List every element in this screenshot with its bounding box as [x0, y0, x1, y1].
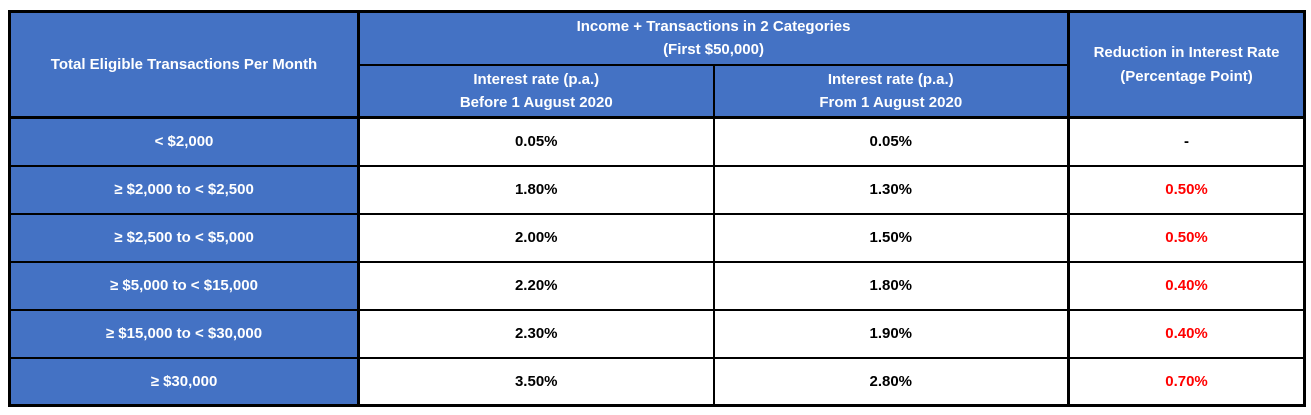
interest-rate-table: Total Eligible Transactions Per Month In…	[8, 10, 1307, 407]
reduction-header-line1: Reduction in Interest Rate	[1093, 44, 1280, 62]
tier-cell: ≥ $15,000 to < $30,000	[8, 308, 360, 359]
header-total-eligible-transactions: Total Eligible Transactions Per Month	[8, 10, 360, 119]
rate-after-cell: 2.80%	[712, 356, 1070, 407]
reduction-cell: 0.50%	[1067, 212, 1306, 263]
header-reduction-in-interest-rate: Reduction in Interest Rate (Percentage P…	[1067, 10, 1306, 119]
rate-before-cell: 0.05%	[357, 116, 715, 167]
rate-before-header-line1: Interest rate (p.a.)	[473, 70, 600, 88]
reduction-cell: 0.40%	[1067, 308, 1306, 359]
group-header-line2: (First $50,000)	[663, 41, 764, 59]
reduction-header-line2: (Percentage Point)	[1120, 67, 1253, 85]
rate-before-cell: 3.50%	[357, 356, 715, 407]
table-row: ≥ $2,000 to < $2,500 1.80% 1.30% 0.50%	[8, 164, 1306, 215]
reduction-cell: 0.70%	[1067, 356, 1306, 407]
tier-cell: ≥ $5,000 to < $15,000	[8, 260, 360, 311]
tier-cell: ≥ $30,000	[8, 356, 360, 407]
tier-cell: < $2,000	[8, 116, 360, 167]
rate-before-header-line2: Before 1 August 2020	[459, 93, 613, 111]
rate-after-header-line1: Interest rate (p.a.)	[827, 70, 954, 88]
rate-before-cell: 2.20%	[357, 260, 715, 311]
header-row-sub: Interest rate (p.a.) Before 1 August 202…	[10, 63, 1305, 119]
group-header-line1: Income + Transactions in 2 Categories	[576, 18, 851, 35]
table-row: ≥ $30,000 3.50% 2.80% 0.70%	[8, 356, 1306, 407]
rate-after-cell: 0.05%	[712, 116, 1070, 167]
table-row: ≥ $5,000 to < $15,000 2.20% 1.80% 0.40%	[8, 260, 1306, 311]
rate-before-cell: 1.80%	[357, 164, 715, 215]
rate-after-cell: 1.30%	[712, 164, 1070, 215]
rate-after-cell: 1.80%	[712, 260, 1070, 311]
tier-cell: ≥ $2,000 to < $2,500	[8, 164, 360, 215]
reduction-cell: 0.50%	[1067, 164, 1306, 215]
header-rate-after: Interest rate (p.a.) From 1 August 2020	[712, 63, 1070, 119]
rate-after-cell: 1.90%	[712, 308, 1070, 359]
rate-after-cell: 1.50%	[712, 212, 1070, 263]
rate-before-cell: 2.00%	[357, 212, 715, 263]
table-row: ≥ $2,500 to < $5,000 2.00% 1.50% 0.50%	[8, 212, 1306, 263]
header-total-eligible-transactions-label: Total Eligible Transactions Per Month	[50, 55, 318, 73]
rate-before-cell: 2.30%	[357, 308, 715, 359]
reduction-cell: 0.40%	[1067, 260, 1306, 311]
table-row: < $2,000 0.05% 0.05% -	[8, 116, 1306, 167]
header-row-group: Total Eligible Transactions Per Month In…	[8, 10, 1306, 119]
reduction-cell: -	[1067, 116, 1306, 167]
header-rate-before: Interest rate (p.a.) Before 1 August 202…	[357, 63, 715, 119]
table-row: ≥ $15,000 to < $30,000 2.30% 1.90% 0.40%	[8, 308, 1306, 359]
header-income-transactions-group: Income + Transactions in 2 Categories (F…	[357, 10, 1070, 66]
rate-after-header-line2: From 1 August 2020	[819, 93, 963, 111]
tier-cell: ≥ $2,500 to < $5,000	[8, 212, 360, 263]
